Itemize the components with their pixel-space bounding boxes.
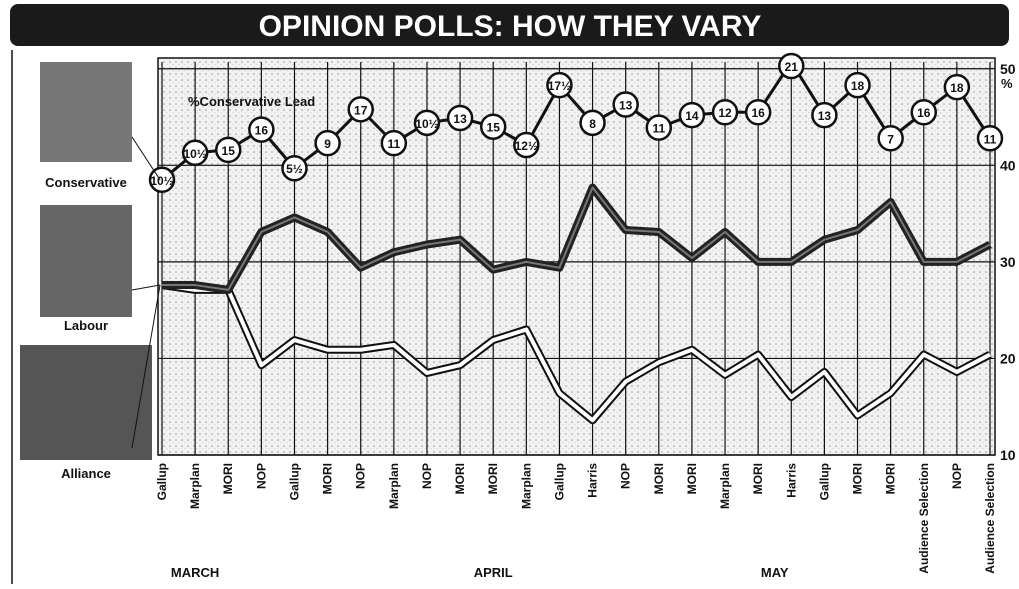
lead-label: 16 xyxy=(751,106,765,120)
lead-label: 12½ xyxy=(515,139,538,153)
y-tick-label: 40 xyxy=(1000,157,1016,173)
x-tick-label: MORI xyxy=(652,463,666,494)
leader-line xyxy=(132,285,160,290)
x-tick-label: Gallup xyxy=(287,463,301,500)
x-tick-label: Harris xyxy=(586,463,600,498)
lead-label: 12 xyxy=(718,106,732,120)
photo xyxy=(20,345,152,460)
lead-label: 18 xyxy=(851,79,865,93)
photo xyxy=(40,205,132,317)
lead-label: 16 xyxy=(255,124,269,138)
lead-annotation: %Conservative Lead xyxy=(188,94,315,109)
x-tick-label: Gallup xyxy=(155,463,169,500)
x-tick-label: Marplan xyxy=(718,463,732,509)
lead-label: 5½ xyxy=(286,162,303,176)
lead-label: 15 xyxy=(487,121,501,135)
lead-label: 14 xyxy=(685,109,699,123)
lead-label: 16 xyxy=(917,106,931,120)
x-tick-label: Harris xyxy=(784,463,798,498)
lead-label: 17 xyxy=(354,103,368,117)
lead-label: 11 xyxy=(387,137,400,151)
x-tick-label: Audience Selection xyxy=(917,463,931,574)
x-tick-label: Marplan xyxy=(188,463,202,509)
lead-label: 11 xyxy=(984,132,997,146)
x-tick-label: NOP xyxy=(619,463,633,489)
x-tick-label: Marplan xyxy=(519,463,533,509)
lead-label: 10½ xyxy=(150,174,173,188)
lead-label: 18 xyxy=(950,81,964,95)
x-tick-label: NOP xyxy=(254,463,268,489)
x-tick-label: MORI xyxy=(321,463,335,494)
x-tick-label: Gallup xyxy=(817,463,831,500)
lead-label: 13 xyxy=(818,109,832,123)
lead-label: 17½ xyxy=(548,79,571,93)
month-label: APRIL xyxy=(474,565,513,580)
x-tick-label: MORI xyxy=(486,463,500,494)
x-tick-label: Marplan xyxy=(387,463,401,509)
lead-label: 10½ xyxy=(415,117,438,131)
lead-label: 13 xyxy=(453,112,467,126)
x-tick-label: Audience Selection xyxy=(983,463,997,574)
y-unit: % xyxy=(1001,76,1013,91)
y-tick-label: 10 xyxy=(1000,447,1016,463)
x-tick-label: NOP xyxy=(354,463,368,489)
x-tick-label: MORI xyxy=(221,463,235,494)
lead-label: 7 xyxy=(887,132,894,146)
chart: OPINION POLLS: HOW THEY VARY 10 20 30 40 50%… xyxy=(0,0,1019,584)
plot-area xyxy=(158,58,995,455)
x-tick-label: MORI xyxy=(751,463,765,494)
photo xyxy=(40,62,132,162)
month-label: MARCH xyxy=(171,565,219,580)
x-tick-label: MORI xyxy=(884,463,898,494)
x-tick-label: NOP xyxy=(420,463,434,489)
y-tick-label: 20 xyxy=(1000,350,1016,366)
lead-label: 15 xyxy=(222,144,236,158)
x-tick-label: Gallup xyxy=(552,463,566,500)
y-tick-label: 50 xyxy=(1000,61,1016,77)
legend-label: Labour xyxy=(64,318,108,333)
x-tick-label: MORI xyxy=(685,463,699,494)
x-tick-label: MORI xyxy=(453,463,467,494)
lead-label: 13 xyxy=(619,98,633,112)
lead-label: 11 xyxy=(652,122,665,136)
month-label: MAY xyxy=(761,565,789,580)
lead-label: 21 xyxy=(785,60,799,74)
chart-title: OPINION POLLS: HOW THEY VARY xyxy=(259,10,762,43)
legend-label: Conservative xyxy=(45,175,127,190)
x-tick-label: MORI xyxy=(851,463,865,494)
lead-label: 8 xyxy=(589,117,596,131)
lead-label: 9 xyxy=(324,137,331,151)
legend-label: Alliance xyxy=(61,466,111,481)
x-tick-label: NOP xyxy=(950,463,964,489)
y-tick-label: 30 xyxy=(1000,254,1016,270)
lead-label: 10½ xyxy=(183,147,206,161)
leader-line xyxy=(132,137,160,180)
